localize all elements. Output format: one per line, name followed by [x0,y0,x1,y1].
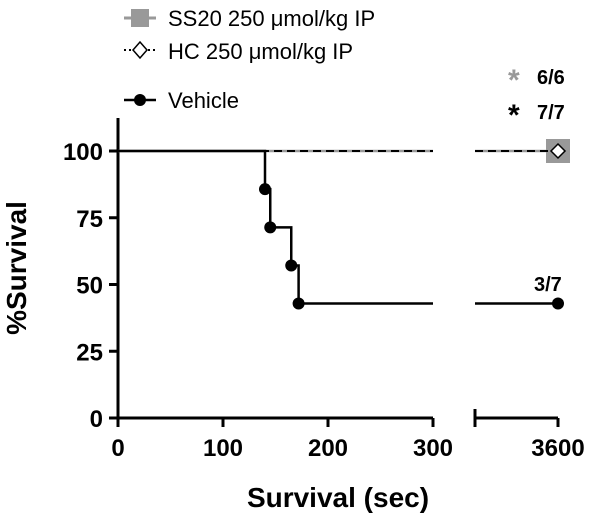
data-point [292,297,305,310]
data-point [552,297,564,310]
y-axis-title: %Survival [1,201,32,335]
y-axis-ticks: 0 25 50 75 100 [63,139,118,433]
x-tick-label: 300 [413,435,453,462]
annotation-ss20-star: * [508,64,520,97]
legend-label-vehicle: Vehicle [168,88,239,113]
x-tick-label: 3600 [531,435,584,462]
x-tick-label: 100 [203,435,243,462]
series-2 [118,149,564,310]
x-axis [117,409,558,427]
data-point [264,221,277,234]
x-axis-ticks: 0 100 200 300 3600 [111,418,585,462]
y-tick-label: 75 [76,206,103,233]
circle-marker-icon [134,94,146,106]
x-tick-label: 200 [308,435,348,462]
legend-label-hc: HC 250 μmol/kg IP [168,39,353,64]
square-marker-icon [131,9,149,27]
y-tick-label: 0 [90,406,103,433]
data-point [285,259,298,272]
data-point [549,142,567,160]
annotations: * 6/6 * 7/7 3/7 [508,64,565,296]
x-tick-label: 0 [111,435,124,462]
x-axis-title: Survival (sec) [247,482,429,513]
y-tick-label: 25 [76,339,103,366]
diamond-marker-icon [132,40,148,60]
legend-item-vehicle: Vehicle [124,88,239,113]
legend-label-ss20: SS20 250 μmol/kg IP [168,6,375,31]
legend-item-ss20: SS20 250 μmol/kg IP [124,6,375,31]
legend: SS20 250 μmol/kg IP HC 250 μmol/kg IP Ve… [124,6,375,113]
y-tick-label: 100 [63,139,103,166]
y-tick-label: 50 [76,273,103,300]
series-1 [118,142,567,160]
plot-area [118,139,570,310]
legend-item-hc: HC 250 μmol/kg IP [124,39,353,64]
annotation-ss20-count: 6/6 [537,67,565,89]
data-point [259,183,271,196]
annotation-hc-star: * [508,99,520,132]
annotation-hc-count: 7/7 [537,102,565,124]
series-line [118,149,558,305]
annotation-vehicle-count: 3/7 [534,274,562,296]
